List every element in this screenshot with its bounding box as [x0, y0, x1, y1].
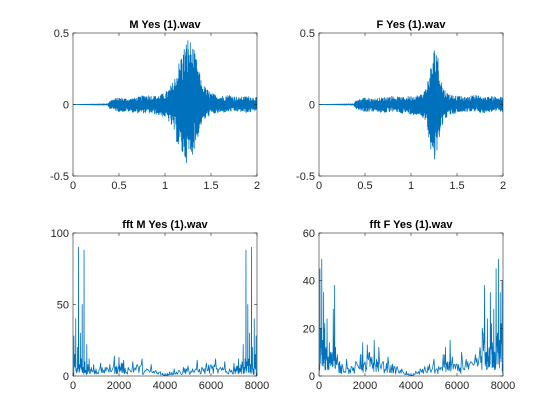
chart-3-ytick-label-3: 60: [303, 228, 315, 240]
chart-1-ytick-label-0: -0.5: [296, 171, 315, 183]
chart-2-xtick-label-1: 2000: [107, 380, 131, 392]
chart-0-ytick-label-0: -0.5: [50, 171, 69, 183]
chart-1-series-line: [319, 50, 503, 160]
chart-0-ytick-label-1: 0: [63, 100, 69, 112]
chart-3-title: fft F Yes (1).wav: [370, 219, 454, 231]
chart-3-xtick-label-0: 0: [316, 380, 322, 392]
chart-2-ytick-label-0: 0: [63, 371, 69, 383]
chart-2-plot-area: [73, 233, 257, 376]
chart-fft-m-yes: 0 2000 4000 6000 8000 0 50 100 fft M Yes (1).wav: [51, 219, 270, 392]
chart-1-xtick-label-0: 0: [316, 180, 322, 192]
chart-0-xtick-label-3: 1.5: [203, 180, 218, 192]
chart-0-title: M Yes (1).wav: [129, 19, 201, 31]
chart-2-xtick-label-2: 4000: [153, 380, 177, 392]
chart-m-yes-waveform: 0 0.5 1 1.5 2-0.500.5M Yes (1).wav: [50, 19, 260, 192]
chart-1-ytick-label-2: 0.5: [300, 28, 315, 40]
chart-2-ytick-label-1: 50: [57, 300, 69, 312]
chart-1-title: F Yes (1).wav: [377, 19, 447, 31]
chart-0-xtick-label-2: 1: [162, 180, 168, 192]
chart-0-series-line: [73, 40, 257, 163]
chart-f-yes-waveform: 0 0.5 1 1.5 2-0.500.5F Yes (1).wav: [296, 19, 506, 192]
chart-3-plot-area: [319, 233, 503, 376]
chart-0-ytick-label-2: 0.5: [54, 28, 69, 40]
chart-3-ytick-label-0: 0: [309, 371, 315, 383]
chart-3-xtick-label-2: 4000: [399, 380, 423, 392]
chart-3-xtick-label-4: 8000: [491, 380, 515, 392]
chart-1-xtick-label-1: 0.5: [357, 180, 372, 192]
chart-1-xtick-label-4: 2: [500, 180, 506, 192]
chart-3-ytick-label-2: 40: [303, 276, 315, 288]
chart-3-xtick-label-3: 6000: [445, 380, 469, 392]
chart-1-ytick-label-1: 0: [309, 100, 315, 112]
chart-0-xtick-label-0: 0: [70, 180, 76, 192]
chart-2-title: fft M Yes (1).wav: [122, 219, 208, 231]
chart-2-series-line: [73, 246, 257, 376]
chart-2-ytick-label-2: 100: [51, 228, 69, 240]
chart-2-xtick-label-0: 0: [70, 380, 76, 392]
chart-1-xtick-label-2: 1: [408, 180, 414, 192]
chart-3-ytick-label-1: 20: [303, 323, 315, 335]
chart-2-xtick-label-4: 8000: [245, 380, 269, 392]
chart-fft-f-yes: 0 2000 4000 6000 8000 0 20 40 60 fft F Yes (1).wa…: [303, 219, 515, 392]
chart-0-xtick-label-1: 0.5: [111, 180, 126, 192]
chart-3-series-line: [319, 258, 503, 376]
chart-3-xtick-label-1: 2000: [353, 380, 377, 392]
chart-2-xtick-label-3: 6000: [199, 380, 223, 392]
chart-1-xtick-label-3: 1.5: [449, 180, 464, 192]
chart-0-xtick-label-4: 2: [254, 180, 260, 192]
